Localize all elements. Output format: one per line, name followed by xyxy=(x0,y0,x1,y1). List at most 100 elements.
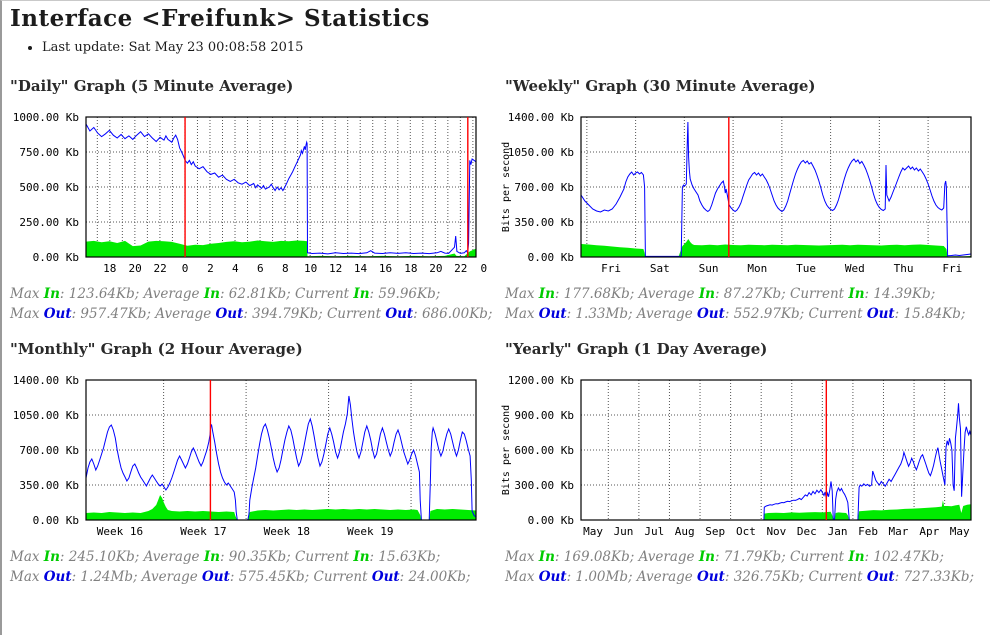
svg-text:1400.00 Kb: 1400.00 Kb xyxy=(13,374,79,387)
mrtg-statistics-page: Interface <Freifunk> Statistics Last upd… xyxy=(2,5,990,591)
svg-text:Fri: Fri xyxy=(942,262,962,275)
svg-text:0: 0 xyxy=(182,262,189,275)
daily-graph-heading: "Daily" Graph (5 Minute Average) xyxy=(10,77,294,95)
yearly-graph-section: "Yearly" Graph (1 Day Average) 0.00 Kb 30… xyxy=(497,328,990,591)
svg-text:Thu: Thu xyxy=(894,262,914,275)
monthly-graph-image: 0.00 Kb 350.00 Kb 700.00 Kb 1050.00 Kb 1400.… xyxy=(2,366,497,542)
svg-text:Jul: Jul xyxy=(644,525,664,538)
svg-text:750.00 Kb: 750.00 Kb xyxy=(19,146,79,159)
svg-text:1000.00 Kb: 1000.00 Kb xyxy=(13,111,79,124)
svg-text:Jan: Jan xyxy=(828,525,848,538)
in-series-label: In xyxy=(353,549,370,566)
svg-text:Feb: Feb xyxy=(858,525,878,538)
in-series-label: In xyxy=(43,549,60,566)
svg-text:Sun: Sun xyxy=(699,262,719,275)
svg-text:350.00 Kb: 350.00 Kb xyxy=(514,216,574,229)
svg-text:20: 20 xyxy=(429,262,442,275)
last-update-value: Sat May 23 00:08:58 2015 xyxy=(128,40,304,55)
monthly-graph-section: "Monthly" Graph (2 Hour Average) 0.00 Kb… xyxy=(2,328,497,591)
svg-text:Bits per second: Bits per second xyxy=(501,405,512,495)
svg-text:Fri: Fri xyxy=(601,262,621,275)
svg-text:600.00 Kb: 600.00 Kb xyxy=(514,444,574,457)
svg-text:Wed: Wed xyxy=(845,262,865,275)
svg-text:300.00 Kb: 300.00 Kb xyxy=(514,479,574,492)
svg-text:250.00 Kb: 250.00 Kb xyxy=(19,216,79,229)
last-update-label: Last update: xyxy=(42,40,125,55)
in-series-label: In xyxy=(698,286,715,302)
svg-text:Week 16: Week 16 xyxy=(97,525,143,538)
svg-text:Bits per second: Bits per second xyxy=(501,142,512,232)
svg-text:700.00 Kb: 700.00 Kb xyxy=(514,181,574,194)
svg-text:Jun: Jun xyxy=(614,525,634,538)
svg-text:14: 14 xyxy=(354,262,368,275)
weekly-graph-section: "Weekly" Graph (30 Minute Average) 0.00 … xyxy=(497,65,990,328)
monthly-graph-stats: Max In: 245.10Kb; Average In: 90.35Kb; C… xyxy=(10,549,471,585)
graphs-grid: "Daily" Graph (5 Minute Average) 0.00 Kb… xyxy=(2,65,990,591)
page-title: Interface <Freifunk> Statistics xyxy=(10,5,430,32)
daily-graph-stats: Max In: 123.64Kb; Average In: 62.81Kb; C… xyxy=(10,286,493,322)
svg-text:0.00 Kb: 0.00 Kb xyxy=(528,251,574,264)
in-series-label: In xyxy=(43,286,60,302)
svg-text:22: 22 xyxy=(454,262,467,275)
svg-text:Week 19: Week 19 xyxy=(347,525,393,538)
out-series-label: Out xyxy=(866,305,895,322)
in-series-label: In xyxy=(538,286,555,302)
svg-text:18: 18 xyxy=(404,262,417,275)
out-series-label: Out xyxy=(215,305,244,322)
svg-text:Apr: Apr xyxy=(919,525,939,538)
in-series-label: In xyxy=(353,286,370,302)
in-series-label: In xyxy=(203,286,220,302)
daily-graph-section: "Daily" Graph (5 Minute Average) 0.00 Kb… xyxy=(2,65,497,328)
svg-text:18: 18 xyxy=(103,262,116,275)
out-series-label: Out xyxy=(43,305,72,322)
out-series-label: Out xyxy=(697,568,725,585)
svg-text:8: 8 xyxy=(282,262,289,275)
svg-text:10: 10 xyxy=(304,262,317,275)
svg-text:1200.00 Kb: 1200.00 Kb xyxy=(508,374,574,387)
out-series-label: Out xyxy=(538,568,567,585)
svg-text:May: May xyxy=(950,525,970,538)
svg-text:1050.00 Kb: 1050.00 Kb xyxy=(13,409,79,422)
svg-text:12: 12 xyxy=(329,262,342,275)
yearly-graph-image: 0.00 Kb 300.00 Kb 600.00 Kb 900.00 Kb 1200.0… xyxy=(497,366,990,542)
svg-text:20: 20 xyxy=(129,262,142,275)
in-series-label: In xyxy=(203,549,220,566)
svg-text:700.00 Kb: 700.00 Kb xyxy=(19,444,79,457)
svg-text:Nov: Nov xyxy=(766,525,786,538)
svg-text:16: 16 xyxy=(379,262,392,275)
svg-text:Mon: Mon xyxy=(747,262,767,275)
out-series-label: Out xyxy=(866,568,895,585)
out-series-label: Out xyxy=(371,568,400,585)
last-update-list: Last update: Sat May 23 00:08:58 2015 xyxy=(30,40,990,55)
svg-text:Sat: Sat xyxy=(650,262,670,275)
svg-text:900.00 Kb: 900.00 Kb xyxy=(514,409,574,422)
out-series-label: Out xyxy=(538,305,567,322)
svg-text:Tue: Tue xyxy=(796,262,816,275)
monthly-graph-heading: "Monthly" Graph (2 Hour Average) xyxy=(10,340,303,359)
svg-text:2: 2 xyxy=(207,262,214,275)
last-update-item: Last update: Sat May 23 00:08:58 2015 xyxy=(42,40,990,55)
svg-text:Aug: Aug xyxy=(675,525,695,538)
in-series-label: In xyxy=(848,549,865,566)
out-series-label: Out xyxy=(385,305,414,322)
weekly-graph-heading: "Weekly" Graph (30 Minute Average) xyxy=(505,77,816,95)
svg-text:Oct: Oct xyxy=(736,525,756,538)
svg-text:0: 0 xyxy=(480,262,487,275)
in-series-label: In xyxy=(698,549,715,566)
svg-text:22: 22 xyxy=(153,262,166,275)
yearly-graph-stats: Max In: 169.08Kb; Average In: 71.79Kb; C… xyxy=(505,549,975,585)
daily-graph-image: 0.00 Kb 250.00 Kb 500.00 Kb 750.00 Kb 1000.0… xyxy=(2,103,497,279)
svg-text:Dec: Dec xyxy=(797,525,817,538)
svg-text:0.00 Kb: 0.00 Kb xyxy=(33,251,79,264)
out-series-label: Out xyxy=(202,568,230,585)
svg-text:Week 17: Week 17 xyxy=(180,525,226,538)
svg-text:1400.00 Kb: 1400.00 Kb xyxy=(508,111,574,124)
svg-text:Mar: Mar xyxy=(889,525,909,538)
svg-text:Sep: Sep xyxy=(705,525,725,538)
svg-text:0.00 Kb: 0.00 Kb xyxy=(528,514,574,527)
svg-text:500.00 Kb: 500.00 Kb xyxy=(19,181,79,194)
svg-text:May: May xyxy=(583,525,603,538)
in-series-label: In xyxy=(848,286,865,302)
out-series-label: Out xyxy=(43,568,72,585)
in-series-label: In xyxy=(538,549,555,566)
